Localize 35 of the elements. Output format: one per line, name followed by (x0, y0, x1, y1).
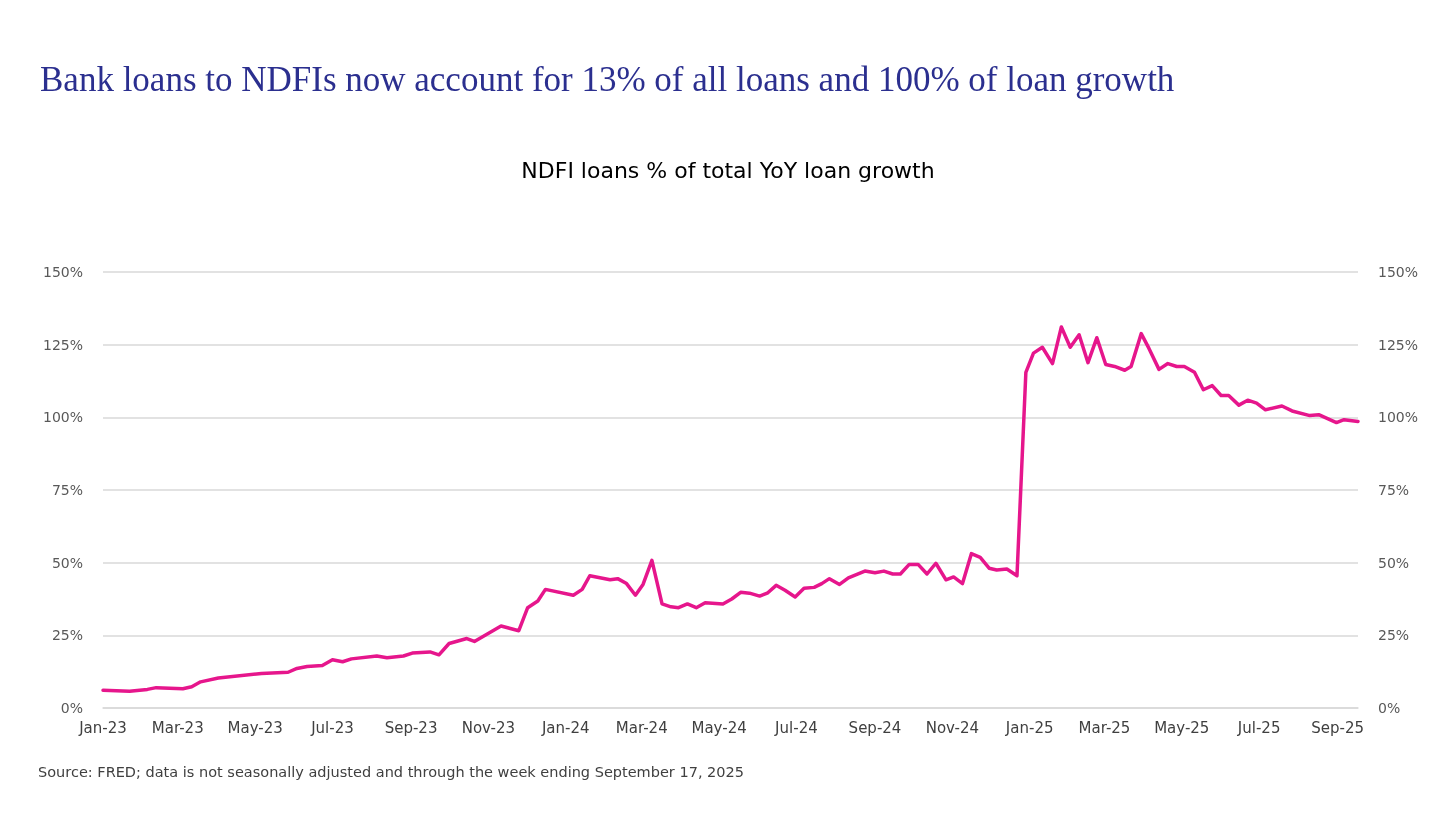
x-tick-label: Sep-25 (1311, 718, 1365, 737)
x-tick-label: Sep-23 (384, 718, 438, 737)
x-tick-label: Mar-25 (1078, 718, 1131, 737)
x-tick-label: Jan-23 (78, 718, 127, 737)
line-series (101, 325, 1360, 693)
y-tick-label: 100% (42, 409, 83, 426)
y-tick-label: 150% (42, 264, 83, 280)
y2-tick-label: 0% (1378, 700, 1401, 716)
x-tick-label: Mar-23 (151, 718, 204, 737)
y2-tick-label: 100% (1378, 409, 1419, 426)
x-tick-label: May-25 (1154, 718, 1210, 737)
y2-tick-label: 50% (1378, 554, 1410, 571)
chart-subtitle: NDFI loans % of total YoY loan growth (520, 158, 936, 183)
y2-tick-label: 75% (1378, 482, 1410, 498)
y2-tick-label: 125% (1378, 336, 1419, 353)
y2-tick-label: 25% (1378, 627, 1410, 644)
x-tick-label: May-24 (691, 718, 747, 737)
y-tick-label: 50% (51, 554, 83, 571)
x-tick-label: Nov-24 (925, 718, 980, 737)
x-tick-label: Nov-23 (461, 718, 516, 737)
x-tick-label: Sep-24 (848, 718, 902, 737)
x-tick-label: Jul-23 (310, 718, 354, 737)
x-tick-label: Jan-25 (1004, 718, 1054, 737)
x-tick-label: Jul-25 (1236, 718, 1281, 737)
chart-title: Bank loans to NDFIs now account for 13% of all loans and 100% of loan growth (40, 60, 1175, 100)
x-tick-label: Jan-24 (540, 718, 590, 737)
y-tick-label: 125% (42, 336, 83, 353)
y2-tick-label: 150% (1378, 264, 1419, 280)
y-tick-label: 25% (51, 627, 83, 644)
y-tick-label: 75% (51, 482, 83, 498)
x-tick-label: Jul-24 (774, 718, 818, 737)
source-note: Source: FRED; data is not seasonally adjusted and through the week ending September 17, 2025 (38, 764, 744, 780)
x-tick-label: May-23 (227, 718, 283, 737)
y-tick-label: 0% (60, 700, 83, 716)
x-tick-label: Mar-24 (615, 718, 668, 737)
